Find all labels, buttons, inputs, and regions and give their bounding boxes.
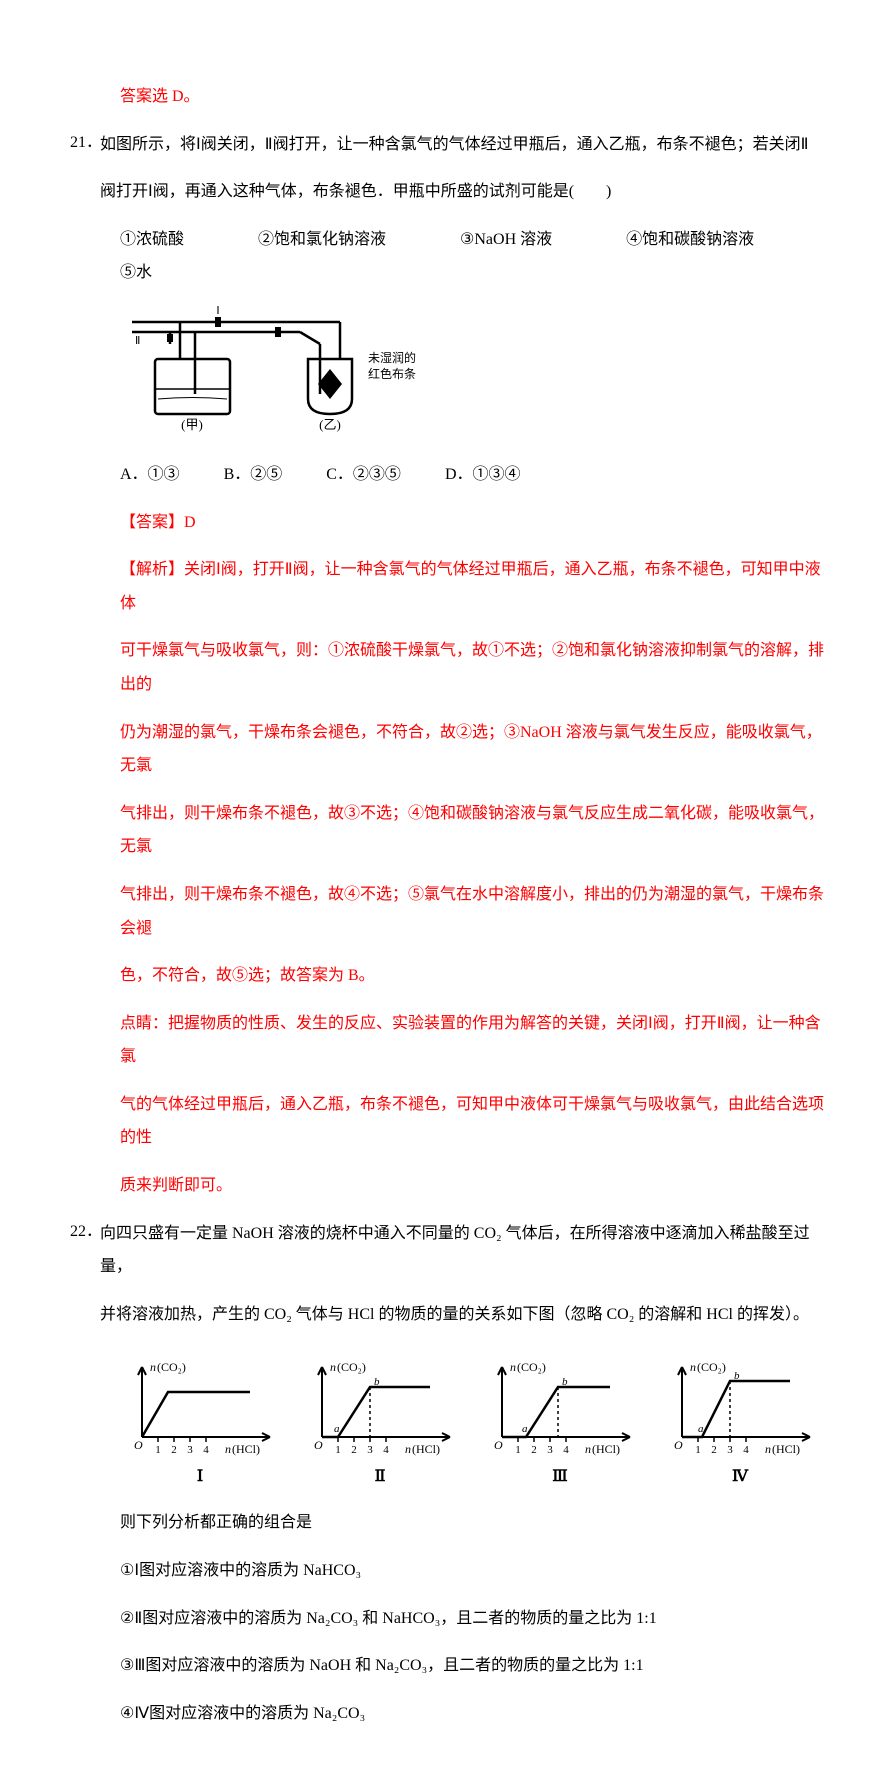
previous-answer: 答案选 D。 (60, 80, 832, 114)
reagent-3: ③NaOH 溶液 (460, 231, 552, 248)
svg-text:4: 4 (203, 1444, 209, 1456)
svg-text:4: 4 (563, 1444, 569, 1456)
question-22: 22． 向四只盛有一定量 NaOH 溶液的烧杯中通入不同量的 CO₂ 气体后，在… (60, 1217, 832, 1346)
q21-note-1: 点睛：把握物质的性质、发生的反应、实验装置的作用为解答的关键，关闭Ⅰ阀，打开Ⅱ阀… (60, 1007, 832, 1074)
svg-text:n: n (405, 1442, 411, 1456)
svg-text:2: 2 (711, 1444, 717, 1456)
svg-text:n: n (585, 1442, 591, 1456)
q22-opt2: ②Ⅱ图对应溶液中的溶质为 Na₂CO₃ 和 NaHCO₃，且二者的物质的量之比为… (60, 1602, 832, 1636)
chart-1: n(CO₂) 1 2 3 4 O n(HCl) Ⅰ (120, 1357, 280, 1486)
q22-opt4: ④Ⅳ图对应溶液中的溶质为 Na₂CO₃ (60, 1697, 832, 1731)
svg-text:1: 1 (155, 1444, 161, 1456)
chart-4-label: Ⅳ (660, 1466, 820, 1486)
reagent-1: ①浓硫酸 (120, 231, 184, 248)
svg-text:3: 3 (367, 1444, 373, 1456)
svg-text:n: n (690, 1360, 696, 1374)
reagent-2: ②饱和氯化钠溶液 (258, 231, 386, 248)
choice-b: B．②⑤ (224, 466, 283, 483)
q22-stem-line1: 向四只盛有一定量 NaOH 溶液的烧杯中通入不同量的 CO₂ 气体后，在所得溶液… (100, 1217, 832, 1284)
apparatus-note-line1: 未湿润的 (368, 350, 416, 365)
q21-stem-line2: 阀打开Ⅰ阀，再通入这种气体，布条褪色．甲瓶中所盛的试剂可能是( ) (100, 175, 832, 209)
svg-text:O: O (494, 1438, 503, 1452)
q21-stem-line1: 如图所示，将Ⅰ阀关闭，Ⅱ阀打开，让一种含氯气的气体经过甲瓶后，通入乙瓶，布条不褪… (100, 128, 832, 162)
apparatus-note-line2: 红色布条 (368, 366, 416, 381)
bottle-right-label: (乙) (319, 417, 341, 432)
chart-4: n(CO₂) 1 2 3 4 O n(HCl) a b Ⅳ (660, 1357, 820, 1486)
reagent-4: ④饱和碳酸钠溶液 (626, 231, 754, 248)
svg-text:1: 1 (695, 1444, 701, 1456)
valve-1-label: Ⅰ (216, 305, 219, 317)
choice-c: C．②③⑤ (326, 466, 401, 483)
svg-text:(HCl): (HCl) (772, 1442, 800, 1456)
svg-text:n: n (150, 1360, 156, 1374)
valve-2-label: Ⅱ (135, 335, 140, 347)
svg-text:2: 2 (351, 1444, 357, 1456)
svg-text:n: n (510, 1360, 516, 1374)
q22-opt3: ③Ⅲ图对应溶液中的溶质为 NaOH 和 Na₂CO₃，且二者的物质的量之比为 1… (60, 1649, 832, 1683)
svg-text:3: 3 (187, 1444, 193, 1456)
svg-text:O: O (134, 1438, 143, 1452)
svg-text:1: 1 (335, 1444, 341, 1456)
bottle-left-label: (甲) (181, 417, 203, 432)
q21-choices: A．①③ B．②⑤ C．②③⑤ D．①③④ (60, 458, 832, 492)
svg-text:a: a (522, 1423, 528, 1435)
svg-text:a: a (698, 1423, 704, 1435)
q21-expl-5: 气排出，则干燥布条不褪色，故④不选；⑤氯气在水中溶解度小，排出的仍为潮湿的氯气，… (60, 878, 832, 945)
choice-a: A．①③ (120, 466, 180, 483)
svg-text:O: O (314, 1438, 323, 1452)
chart-3: n(CO₂) 1 2 3 4 O n(HCl) a b Ⅲ (480, 1357, 640, 1486)
chart-2-label: Ⅱ (300, 1466, 460, 1486)
svg-text:O: O (674, 1438, 683, 1452)
q21-reagents: ①浓硫酸 ②饱和氯化钠溶液 ③NaOH 溶液 ④饱和碳酸钠溶液 ⑤水 (60, 223, 832, 290)
reagent-5: ⑤水 (120, 264, 152, 281)
svg-text:1: 1 (515, 1444, 521, 1456)
chart-3-label: Ⅲ (480, 1466, 640, 1486)
q22-followup: 则下列分析都正确的组合是 (60, 1506, 832, 1540)
svg-text:b: b (374, 1376, 380, 1388)
svg-text:n: n (225, 1442, 231, 1456)
svg-text:3: 3 (727, 1444, 733, 1456)
svg-text:b: b (734, 1370, 740, 1382)
q22-charts: n(CO₂) 1 2 3 4 O n(HCl) Ⅰ n(CO₂) 1 (60, 1357, 832, 1486)
q21-expl-1: 【解析】关闭Ⅰ阀，打开Ⅱ阀，让一种含氯气的气体经过甲瓶后，通入乙瓶，布条不褪色，… (60, 553, 832, 620)
svg-text:(HCl): (HCl) (232, 1442, 260, 1456)
svg-text:b: b (562, 1376, 568, 1388)
svg-text:a: a (334, 1423, 340, 1435)
q21-expl-3: 仍为潮湿的氯气，干燥布条会褪色，不符合，故②选；③NaOH 溶液与氯气发生反应，… (60, 716, 832, 783)
q21-expl-2: 可干燥氯气与吸收氯气，则：①浓硫酸干燥氯气，故①不选；②饱和氯化钠溶液抑制氯气的… (60, 634, 832, 701)
svg-text:(CO₂): (CO₂) (697, 1360, 726, 1374)
svg-text:(CO₂): (CO₂) (337, 1360, 366, 1374)
svg-text:(HCl): (HCl) (412, 1442, 440, 1456)
svg-text:2: 2 (531, 1444, 537, 1456)
q21-answer: 【答案】D (60, 506, 832, 540)
svg-text:n: n (330, 1360, 336, 1374)
chart-2: n(CO₂) 1 2 3 4 O n(HCl) a b Ⅱ (300, 1357, 460, 1486)
chart-1-label: Ⅰ (120, 1466, 280, 1486)
q22-stem-line2: 并将溶液加热，产生的 CO₂ 气体与 HCl 的物质的量的关系如下图（忽略 CO… (100, 1298, 832, 1332)
svg-text:3: 3 (547, 1444, 553, 1456)
svg-text:(CO₂): (CO₂) (517, 1360, 546, 1374)
q21-expl-4: 气排出，则干燥布条不褪色，故③不选；④饱和碳酸钠溶液与氯气反应生成二氧化碳，能吸… (60, 797, 832, 864)
q21-number: 21． (60, 128, 100, 152)
question-21: 21． 如图所示，将Ⅰ阀关闭，Ⅱ阀打开，让一种含氯气的气体经过甲瓶后，通入乙瓶，… (60, 128, 832, 223)
choice-d: D．①③④ (445, 466, 521, 483)
svg-text:n: n (765, 1442, 771, 1456)
q22-number: 22． (60, 1217, 100, 1241)
q21-expl-6: 色，不符合，故⑤选；故答案为 B。 (60, 959, 832, 993)
svg-text:4: 4 (383, 1444, 389, 1456)
q21-note-3: 质来判断即可。 (60, 1169, 832, 1203)
apparatus-diagram: Ⅰ Ⅱ (甲) (乙) 未湿润的 红色布条 (60, 304, 832, 444)
q21-note-2: 气的气体经过甲瓶后，通入乙瓶，布条不褪色，可知甲中液体可干燥氯气与吸收氯气，由此… (60, 1088, 832, 1155)
svg-text:(HCl): (HCl) (592, 1442, 620, 1456)
q22-opt1: ①Ⅰ图对应溶液中的溶质为 NaHCO₃ (60, 1554, 832, 1588)
svg-text:4: 4 (743, 1444, 749, 1456)
svg-text:2: 2 (171, 1444, 177, 1456)
svg-text:(CO₂): (CO₂) (157, 1360, 186, 1374)
